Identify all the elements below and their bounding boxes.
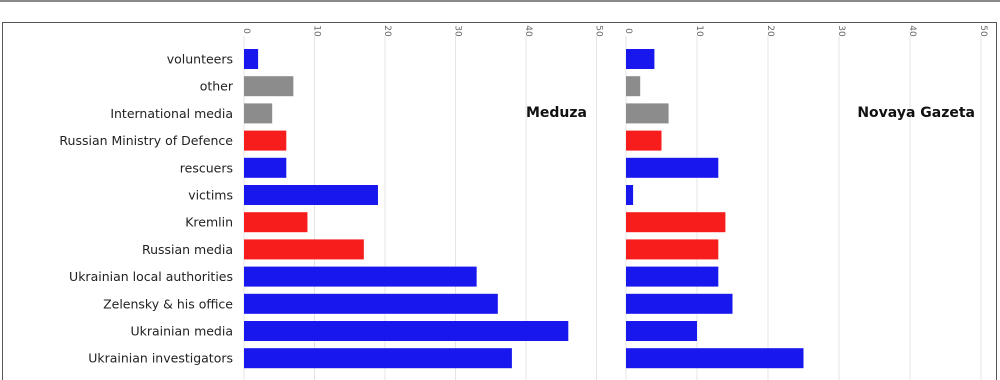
bar [244,212,308,233]
category-label: rescuers [180,160,233,175]
bar [244,49,259,69]
x-tick-label: 50 [978,25,988,37]
bar [244,103,273,124]
category-label: other [200,79,234,94]
category-label: Zelensky & his office [103,296,233,311]
bar [244,76,294,97]
bar [626,130,662,151]
category-label: Ukrainian local authorities [69,269,233,284]
x-tick-label: 10 [312,25,322,37]
bar [626,348,804,369]
x-tick-label: 30 [836,25,846,37]
bar [244,293,498,314]
x-tick-label: 10 [694,25,704,37]
category-label: Ukrainian media [130,324,233,339]
bar [244,130,287,151]
bar [626,321,697,341]
bar [626,157,719,178]
bar [626,76,641,97]
category-label: Ukrainian investigators [88,351,233,366]
category-label: volunteers [167,52,233,67]
panel-title: Novaya Gazeta [857,105,975,121]
panel-title: Meduza [526,105,587,121]
category-label: Russian media [142,242,233,257]
x-tick-label: 20 [765,25,775,37]
x-tick-label: 20 [382,25,392,37]
bar [626,239,719,260]
bar [244,185,378,205]
bar [626,103,669,124]
bar [626,49,655,69]
bar [626,212,726,233]
top-border [0,0,1000,2]
category-label: Kremlin [185,215,233,230]
bar [244,157,287,178]
bar [626,185,634,205]
category-label: victims [188,188,233,203]
bar [244,321,569,341]
chart-frame [2,22,997,380]
x-tick-label: 40 [907,25,917,37]
bar [626,266,719,287]
bar [244,348,512,369]
x-tick-label: 0 [623,28,633,34]
category-label: International media [110,106,233,121]
category-label: Russian Ministry of Defence [59,133,233,148]
bar [626,293,733,314]
bar [244,266,477,287]
x-tick-label: 0 [241,28,251,34]
x-tick-label: 40 [523,25,533,37]
x-tick-label: 30 [453,25,463,37]
bar [244,239,364,260]
x-tick-label: 50 [594,25,604,37]
